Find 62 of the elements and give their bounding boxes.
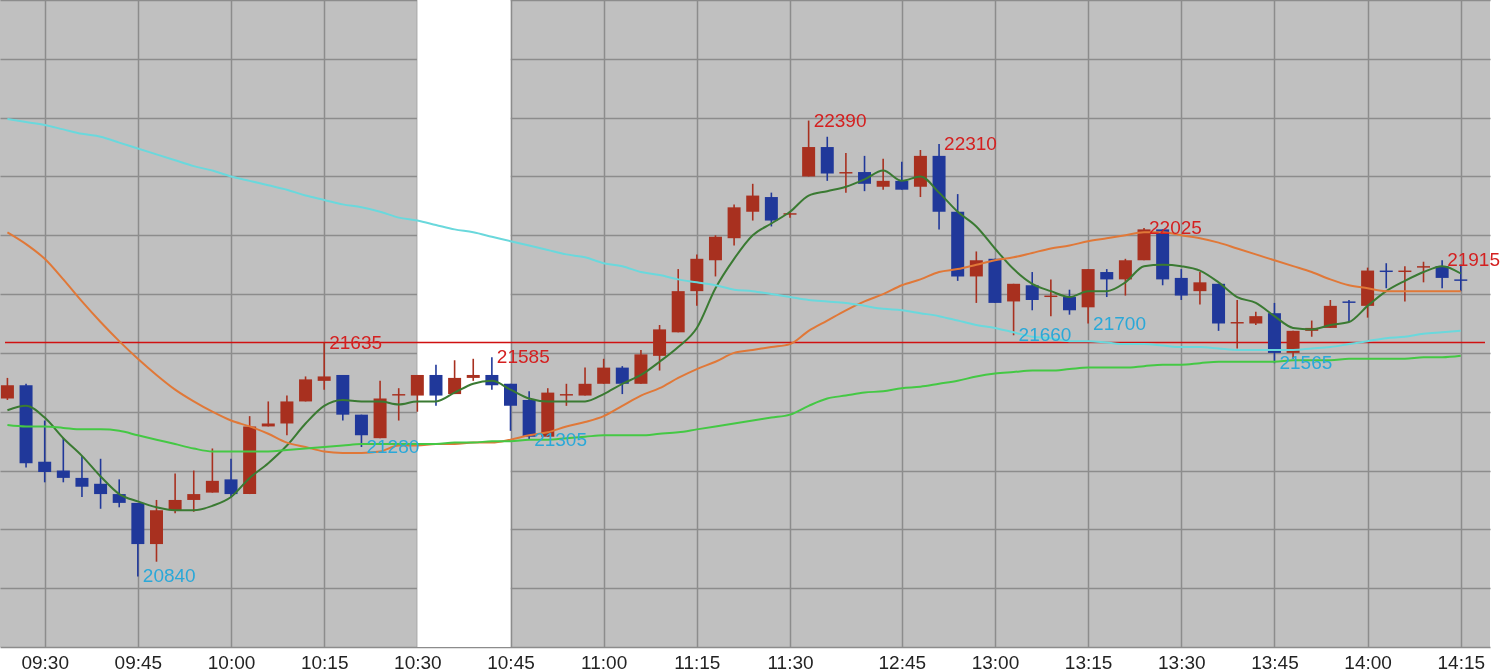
x-tick-label: 09:45 [114,651,163,672]
candlestick [746,183,760,222]
x-tick-label: 14:00 [1344,651,1392,672]
candlestick [261,400,275,428]
x-tick-label: 13:30 [1158,651,1206,672]
text: 21700 [1093,312,1146,334]
text: 21585 [496,346,550,368]
candlestick [205,447,219,494]
candlestick [1323,299,1337,329]
x-tick-label: 10:00 [207,651,256,672]
x-tick-label: 13:15 [1064,651,1113,672]
candlestick [764,191,778,228]
text: 22390 [813,109,867,131]
x-tick-label: 13:45 [1251,651,1299,672]
candlestick [448,359,462,395]
x-tick-label: 12:45 [878,651,927,672]
candlestick [597,357,611,385]
x-tick-label: 14:15 [1437,651,1486,672]
candlestick [410,374,424,413]
candlestick [466,357,480,382]
x-tick-label: 11:00 [581,651,628,672]
candlestick [1417,260,1431,284]
candlestick [224,457,238,498]
candlestick [1062,288,1076,316]
text: 22025 [1149,216,1202,238]
candlestick [354,413,368,448]
candlestick [876,158,890,191]
candlestick [1193,271,1207,306]
candlestick [429,363,443,407]
candlestick [75,455,89,498]
candlestick [1342,299,1356,323]
candlestick [299,375,313,403]
candlestick [708,234,722,278]
x-tick-label: 10:15 [300,651,349,672]
text: 20840 [142,565,196,587]
x-tick-label: 10:45 [487,651,535,672]
candlestick [1174,268,1188,301]
candlestick [839,152,853,194]
text: 21915 [1447,249,1500,271]
x-tick-label: 10:30 [394,651,442,672]
candlestick [895,160,909,191]
candlestick [578,366,592,397]
candlestick [38,419,52,484]
x-tick-label: 13:00 [971,651,1020,672]
candlestick [1025,271,1039,312]
candlestick [559,382,573,407]
candlestick [280,394,294,437]
candlestick [94,457,108,510]
candlestick [1100,268,1114,298]
candlestick [1118,258,1132,297]
candlestick [1007,283,1021,337]
candlestick [56,437,70,484]
candlestick [392,387,406,422]
candlestick [615,365,629,395]
x-tick-label: 11:30 [767,651,814,672]
text: 22310 [944,133,997,155]
candlestick [1230,299,1244,350]
candlestick [317,341,331,391]
x-tick-label: 09:30 [21,651,69,672]
x-tick-label: 11:15 [674,651,721,672]
candlestick [187,469,201,513]
candlestick [0,377,14,401]
